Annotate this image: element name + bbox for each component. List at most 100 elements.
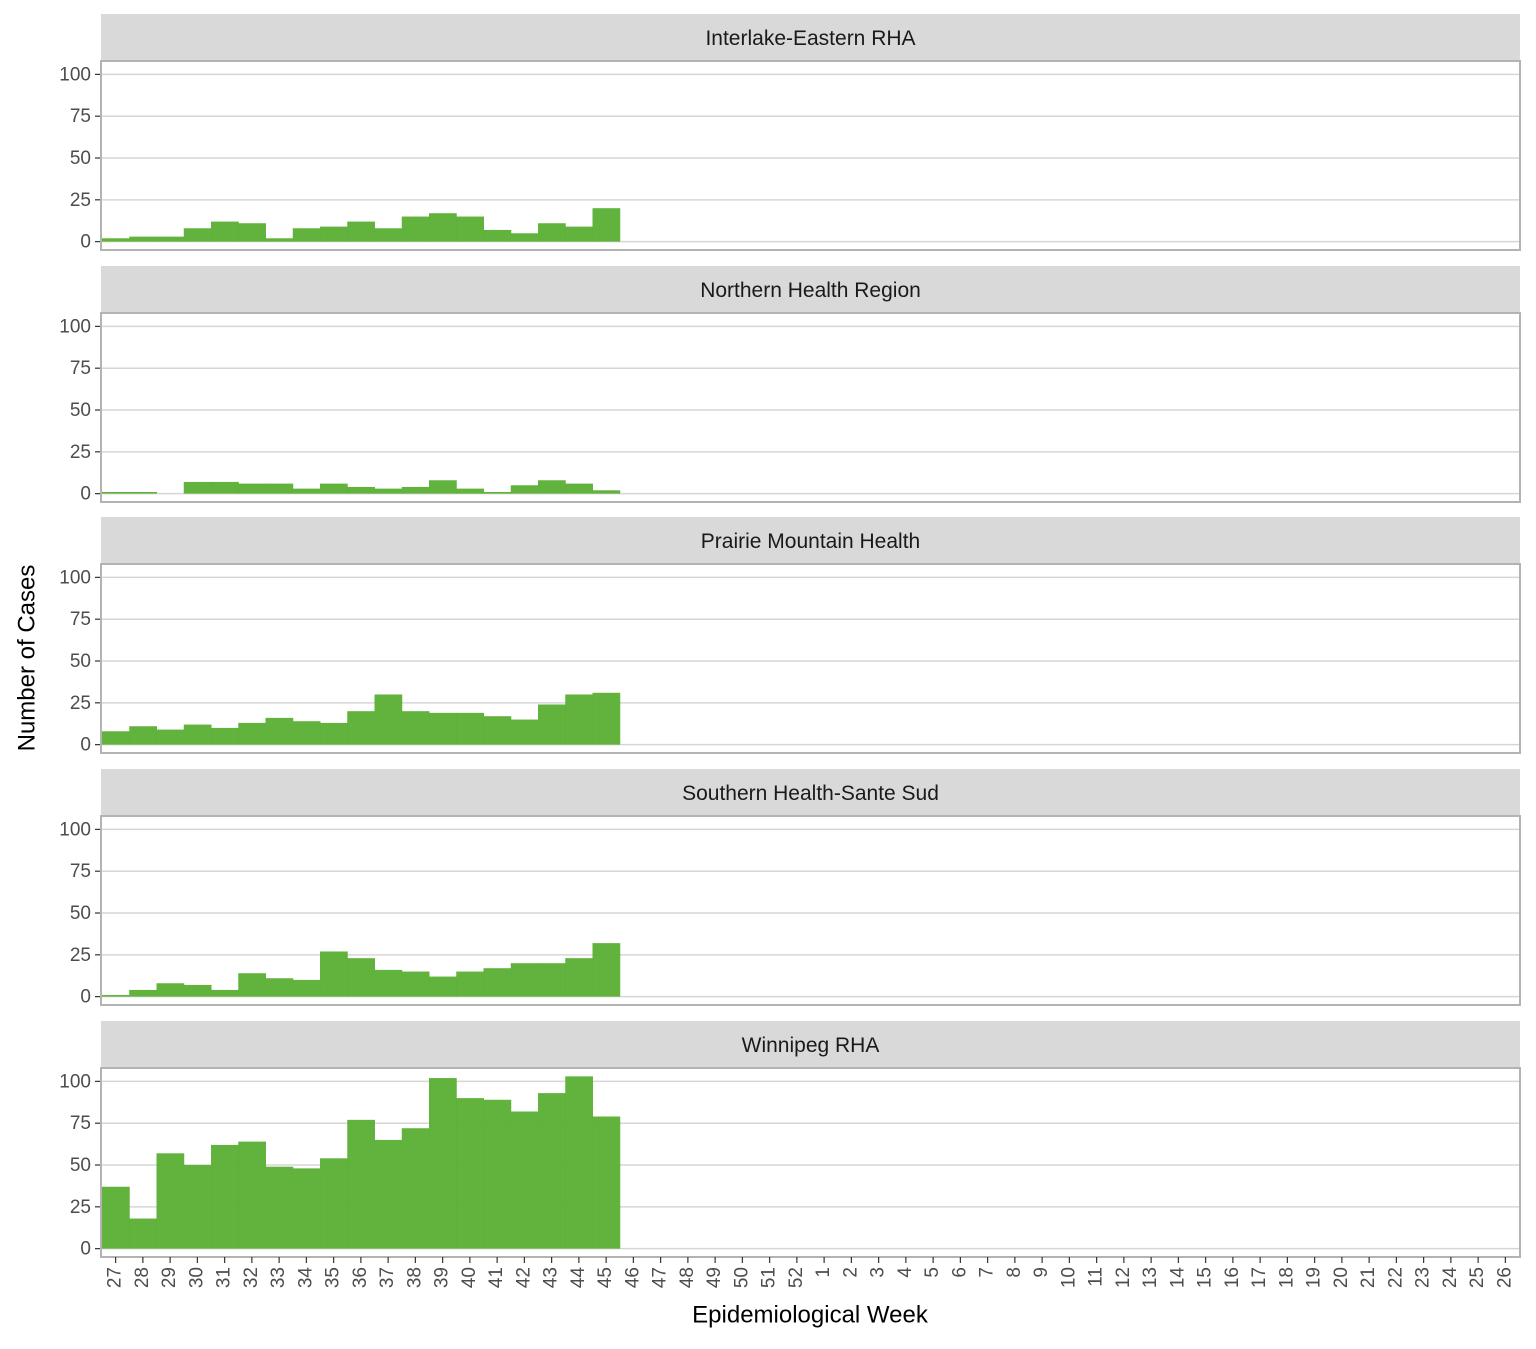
- strip: [101, 1021, 1520, 1068]
- bar: [429, 213, 457, 242]
- bar: [483, 968, 512, 997]
- bar: [429, 976, 457, 997]
- bar: [292, 721, 321, 745]
- x-tick-label: 25: [1467, 1267, 1488, 1288]
- bar: [265, 238, 294, 242]
- bar: [320, 722, 348, 745]
- panel-border: [100, 815, 1521, 1006]
- bar: [538, 963, 566, 997]
- bar: [129, 989, 157, 997]
- y-tick-label: 25: [70, 190, 91, 211]
- x-tick-label: 2: [840, 1267, 861, 1278]
- bar: [129, 726, 157, 745]
- x-tick-label: 22: [1385, 1267, 1406, 1288]
- x-tick-label: 49: [704, 1267, 725, 1288]
- x-tick-label: 45: [595, 1267, 616, 1288]
- bar: [592, 1116, 621, 1249]
- bar: [374, 488, 403, 494]
- x-tick-label: 27: [105, 1267, 126, 1288]
- y-tick-label: 50: [70, 651, 91, 672]
- x-tick-label: 24: [1440, 1267, 1461, 1289]
- bar: [429, 712, 457, 745]
- bar: [429, 1078, 457, 1249]
- bar: [211, 481, 239, 494]
- bar: [374, 228, 403, 242]
- bar: [592, 208, 621, 242]
- bar: [238, 973, 266, 997]
- y-tick-label: 50: [70, 903, 91, 924]
- x-tick-label: 35: [323, 1267, 344, 1288]
- x-tick-label: 32: [241, 1267, 262, 1288]
- panel-background: [101, 564, 1520, 753]
- bar: [510, 719, 539, 745]
- bar: [238, 722, 266, 745]
- x-tick-label: 7: [977, 1267, 998, 1278]
- x-tick-label: 6: [949, 1267, 970, 1278]
- bar: [592, 943, 621, 997]
- bar: [102, 1186, 130, 1249]
- bar: [292, 979, 321, 997]
- bar: [102, 994, 130, 997]
- bar: [347, 711, 375, 745]
- bar: [510, 233, 539, 242]
- bar: [374, 1139, 403, 1249]
- x-tick-label: 44: [568, 1267, 589, 1289]
- y-tick-label: 100: [59, 819, 91, 840]
- x-tick-label: 19: [1304, 1267, 1325, 1288]
- x-tick-label: 42: [513, 1267, 534, 1288]
- x-tick-label: 40: [459, 1267, 480, 1288]
- strip: [101, 14, 1520, 61]
- y-tick-label: 100: [59, 64, 91, 85]
- bar: [347, 221, 375, 242]
- x-tick-label: 43: [541, 1267, 562, 1288]
- bar: [265, 978, 294, 997]
- panel-border: [100, 1067, 1521, 1258]
- bar: [456, 1098, 484, 1249]
- x-tick-label: 3: [868, 1267, 889, 1278]
- strip: [101, 517, 1520, 564]
- y-tick-label: 75: [70, 1113, 91, 1134]
- bar: [320, 1158, 348, 1249]
- x-tick-label: 15: [1195, 1267, 1216, 1288]
- x-tick-label: 38: [404, 1267, 425, 1288]
- y-tick-label: 0: [80, 1239, 91, 1260]
- y-tick-label: 100: [59, 316, 91, 337]
- x-tick-label: 26: [1494, 1267, 1515, 1288]
- panel-title: Winnipeg RHA: [742, 1034, 880, 1057]
- x-tick-label: 21: [1358, 1267, 1379, 1288]
- y-tick-label: 0: [80, 232, 91, 253]
- bar: [211, 221, 239, 242]
- y-tick-label: 100: [59, 567, 91, 588]
- panel-border: [100, 60, 1521, 251]
- x-tick-label: 41: [486, 1267, 507, 1288]
- panel-background: [101, 816, 1520, 1005]
- x-tick-label: 18: [1276, 1267, 1297, 1288]
- panel-title: Interlake-Eastern RHA: [705, 27, 915, 50]
- panel-background: [101, 61, 1520, 250]
- bar: [565, 958, 593, 997]
- y-tick-label: 75: [70, 358, 91, 379]
- bar: [238, 483, 266, 494]
- bar: [456, 488, 484, 494]
- y-tick-label: 50: [70, 148, 91, 169]
- bar: [538, 223, 566, 242]
- x-tick-label: 33: [268, 1267, 289, 1288]
- panel-background: [101, 313, 1520, 502]
- bar: [510, 1111, 539, 1249]
- x-tick-label: 46: [622, 1267, 643, 1288]
- strip: [101, 266, 1520, 313]
- y-tick-label: 50: [70, 1155, 91, 1176]
- bar: [265, 717, 294, 745]
- bar: [129, 491, 157, 494]
- x-tick-label: 1: [813, 1267, 834, 1278]
- x-tick-label: 8: [1004, 1267, 1025, 1278]
- y-tick-label: 75: [70, 609, 91, 630]
- bar: [292, 1168, 321, 1249]
- bar: [565, 226, 593, 242]
- bar: [510, 485, 539, 494]
- bar: [401, 486, 430, 494]
- y-tick-label: 25: [70, 1197, 91, 1218]
- bar: [347, 958, 375, 997]
- bar: [565, 483, 593, 494]
